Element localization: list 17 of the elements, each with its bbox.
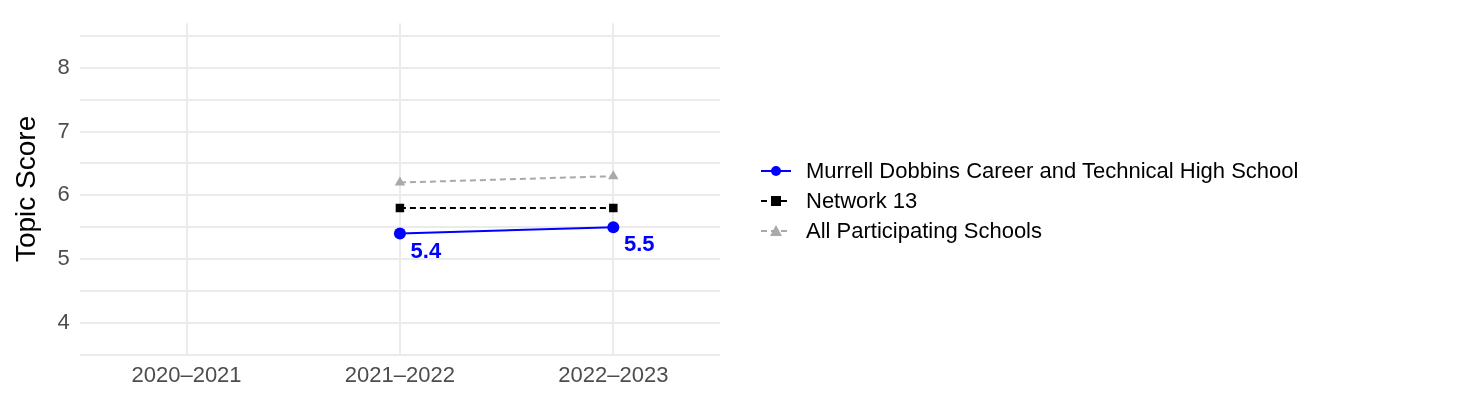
legend-label: Murrell Dobbins Career and Technical High School: [806, 157, 1299, 184]
y-tick-label: 7: [57, 117, 70, 143]
y-axis-title: Topic Score: [9, 115, 41, 263]
x-tick-label: 2020–2021: [131, 361, 242, 387]
data-label: 5.5: [624, 231, 655, 257]
legend-label: All Participating Schools: [806, 217, 1043, 244]
y-tick-label: 6: [57, 181, 70, 207]
y-tick-label: 5: [57, 245, 70, 271]
x-tick-label: 2021–2022: [344, 361, 455, 387]
data-label: 5.4: [410, 237, 442, 263]
point: [393, 227, 406, 240]
y-tick-label: 4: [57, 308, 70, 334]
y-tick-label: 8: [57, 53, 70, 79]
legend-label: Network 13: [806, 187, 918, 214]
point: [609, 203, 618, 213]
x-tick-label: 2022–2023: [558, 361, 669, 387]
point: [607, 221, 620, 234]
